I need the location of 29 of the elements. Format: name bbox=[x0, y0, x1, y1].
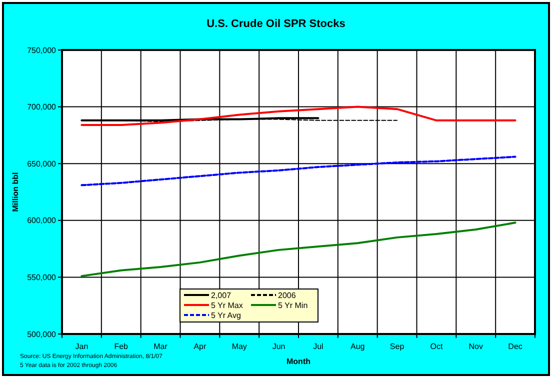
legend-label: 5 Yr Max bbox=[211, 300, 243, 310]
y-tick-label: 500,000 bbox=[27, 330, 57, 339]
y-axis-title: Million bbl bbox=[11, 172, 20, 212]
x-tick-label: Jul bbox=[313, 342, 324, 351]
line-series bbox=[80, 156, 516, 186]
y-tick-label: 650,000 bbox=[27, 159, 57, 168]
x-tick-label: Mar bbox=[154, 342, 168, 351]
x-tick-label: Sep bbox=[390, 342, 405, 351]
x-tick-label: Feb bbox=[114, 342, 129, 351]
x-tick-label: Jun bbox=[272, 342, 286, 351]
legend-label: 5 Yr Avg bbox=[211, 310, 241, 320]
x-axis-title: Month bbox=[286, 357, 311, 366]
x-tick-label: Nov bbox=[468, 342, 483, 351]
y-tick-label: 700,000 bbox=[27, 102, 57, 112]
x-tick-label: Apr bbox=[194, 342, 207, 351]
legend-label: 2006 bbox=[278, 290, 296, 300]
x-tick-label: Aug bbox=[350, 342, 365, 351]
line-series bbox=[80, 222, 516, 278]
chart-title: U.S. Crude Oil SPR Stocks bbox=[206, 18, 346, 30]
legend-label: 5 Yr Min bbox=[278, 300, 308, 310]
y-tick-label: 550,000 bbox=[27, 273, 57, 282]
x-tick-label: Jan bbox=[75, 342, 88, 351]
y-tick-label: 750,000 bbox=[27, 46, 57, 55]
line-series bbox=[80, 106, 516, 126]
x-tick-label: Dec bbox=[508, 342, 522, 351]
y-tick-label: 600,000 bbox=[27, 216, 57, 226]
x-tick-label: May bbox=[232, 342, 247, 351]
x-tick-label: Oct bbox=[430, 342, 444, 351]
legend-label: 2,007 bbox=[211, 290, 232, 300]
